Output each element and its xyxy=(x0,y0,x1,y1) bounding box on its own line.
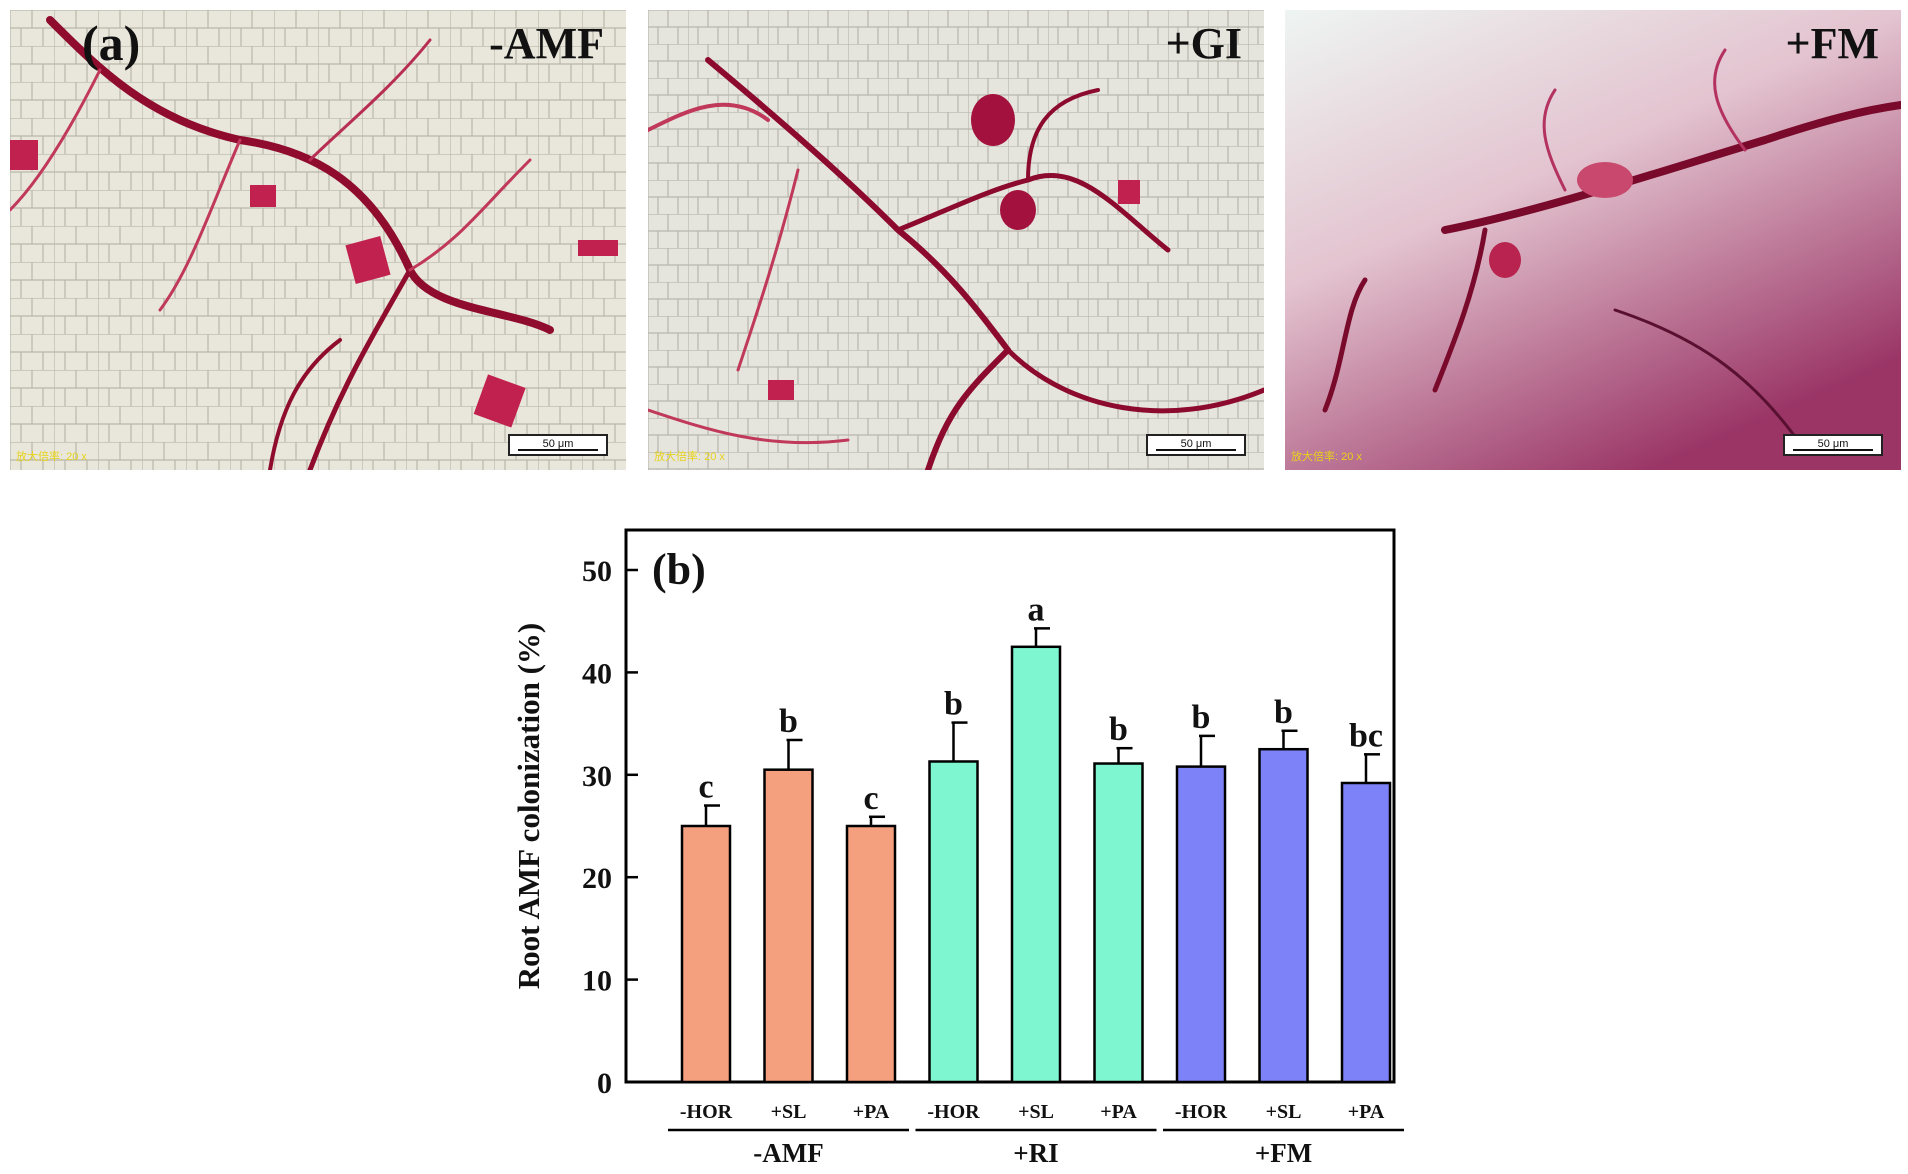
y-tick-label: 30 xyxy=(582,760,612,793)
bar xyxy=(845,824,897,1084)
x-tick-label: +PA xyxy=(1348,1101,1385,1123)
bar xyxy=(1093,762,1144,1084)
y-tick-label: 0 xyxy=(597,1067,612,1100)
x-tick-label: -HOR xyxy=(927,1101,980,1123)
bar xyxy=(928,760,979,1084)
x-tick-label: +SL xyxy=(1018,1101,1054,1123)
y-tick-label: 40 xyxy=(582,657,612,690)
significance-letter: b xyxy=(944,686,963,723)
scale-bar: 50 μm xyxy=(1146,434,1246,456)
x-tick-label: -HOR xyxy=(680,1101,733,1123)
x-tick-label: +SL xyxy=(771,1101,807,1123)
group-labels: -AMF +RI +FM xyxy=(668,1128,1404,1168)
plot-frame xyxy=(624,528,1396,1084)
panel-b-label: (b) xyxy=(652,545,706,594)
photo-label: -AMF xyxy=(489,19,604,68)
magnification-label: 放大倍率: 20 x xyxy=(16,451,87,463)
significance-letter: c xyxy=(863,780,878,817)
panel-a-label: (a) xyxy=(82,15,141,71)
group-label: +RI xyxy=(1013,1138,1058,1168)
bar xyxy=(1340,781,1392,1084)
significance-letter: b xyxy=(1109,711,1128,748)
bar xyxy=(1010,645,1062,1084)
micrograph-fm: 放大倍率: 20 x 50 μm +FM xyxy=(1285,10,1901,470)
bar xyxy=(763,768,814,1084)
significance-letter: a xyxy=(1028,591,1045,628)
x-axis: -HOR +SL +PA -HOR +SL +PA -HOR +SL +PA xyxy=(680,1101,1385,1123)
scale-bar: 50 μm xyxy=(1783,434,1883,456)
bar xyxy=(1175,765,1227,1084)
x-tick-label: +PA xyxy=(853,1101,890,1123)
y-tick-label: 20 xyxy=(582,862,612,895)
bar xyxy=(680,824,732,1084)
scale-bar: 50 μm xyxy=(508,434,608,456)
magnification-label: 放大倍率: 20 x xyxy=(654,451,725,463)
y-axis: 0 10 20 30 40 50 xyxy=(582,555,638,1100)
magnification-label: 放大倍率: 20 x xyxy=(1291,451,1362,463)
group-label: -AMF xyxy=(753,1138,823,1168)
x-tick-label: +SL xyxy=(1266,1101,1302,1123)
y-tick-label: 10 xyxy=(582,965,612,998)
y-tick-label: 50 xyxy=(582,555,612,588)
significance-letter: bc xyxy=(1349,717,1383,754)
photo-label: +FM xyxy=(1785,19,1879,68)
micrograph-gi: 放大倍率: 20 x 50 μm +GI xyxy=(648,10,1264,470)
significance-letter: c xyxy=(698,769,713,806)
group-label: +FM xyxy=(1255,1138,1312,1168)
x-tick-label: -HOR xyxy=(1175,1101,1228,1123)
photo-label: +GI xyxy=(1165,19,1242,68)
significance-letter: b xyxy=(1192,699,1211,736)
y-axis-title: Root AMF colonization (%) xyxy=(511,623,546,990)
x-tick-label: +PA xyxy=(1100,1101,1137,1123)
significance-letter: b xyxy=(779,703,798,740)
bar xyxy=(1258,747,1309,1084)
micrograph-amf-control: 放大倍率: 20 x 50 μm (a) -AMF xyxy=(10,10,626,470)
significance-letter: b xyxy=(1274,694,1293,731)
